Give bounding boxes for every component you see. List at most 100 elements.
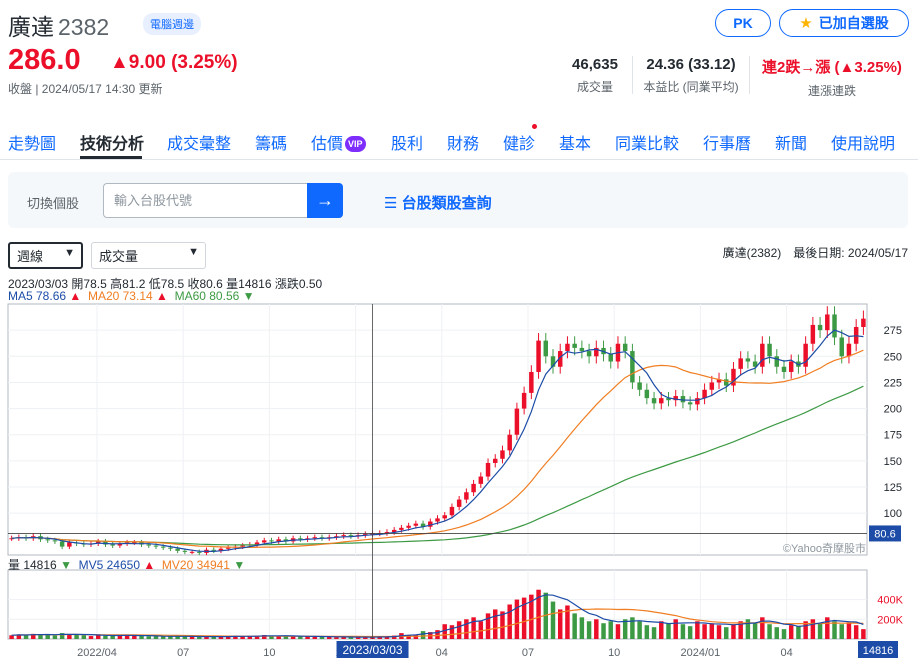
stock-search-input[interactable]: [103, 183, 308, 218]
tab-health[interactable]: 健診: [503, 136, 536, 153]
ma20-arrow: ▲: [156, 289, 168, 303]
x-tick-label: 04: [780, 647, 792, 659]
candle-body: [478, 476, 484, 484]
volume-bar: [630, 617, 635, 639]
tab-trend[interactable]: 走勢圖: [8, 136, 57, 153]
candle-body: [189, 551, 195, 553]
stat-value: 24.36 (33.12): [646, 56, 736, 73]
volume-bar: [384, 636, 390, 639]
period-select[interactable]: 週線 ▼: [8, 242, 83, 269]
tab-help[interactable]: 使用說明: [831, 136, 896, 153]
current-price: 286.0: [8, 44, 81, 76]
volume-bar: [817, 623, 823, 639]
cursor-volume-badge: 14816: [863, 645, 894, 657]
tab-peers[interactable]: 同業比較: [615, 136, 680, 153]
y-tick-label: 125: [884, 482, 902, 494]
candle-body: [464, 492, 469, 500]
candle-body: [500, 450, 505, 459]
x-tick-label: 2022/04: [77, 647, 117, 659]
tab-chips[interactable]: 籌碼: [255, 136, 288, 153]
ma5-line: [11, 329, 864, 552]
candle-body: [348, 535, 354, 537]
candle-body: [839, 337, 844, 357]
volume-bars: [9, 589, 866, 639]
add-watchlist-button[interactable]: ★ 已加自選股: [779, 9, 909, 37]
indicator-select[interactable]: 成交量 ▼: [91, 242, 206, 269]
volume-bar: [803, 621, 808, 639]
candle-body: [586, 351, 592, 357]
volume-bar: [485, 613, 491, 639]
cursor-price-badge: 80.6: [874, 528, 895, 540]
arrow-right-icon: →: [316, 190, 334, 210]
volume-bar: [745, 619, 751, 639]
volume-bar: [781, 629, 787, 639]
candle-body: [644, 389, 650, 399]
volume-bar: [637, 621, 642, 639]
industry-tag[interactable]: 電腦週邊: [143, 13, 201, 35]
tab-calendar[interactable]: 行事曆: [703, 136, 752, 153]
candle-body: [442, 515, 447, 519]
latest-date-info: 廣達(2382) 最後日期: 2024/05/17: [722, 246, 908, 260]
volume-bar: [204, 636, 209, 639]
y-tick-label: 250: [884, 351, 902, 363]
tab-valuation[interactable]: 估價 VIP: [311, 130, 366, 154]
stock-tabs: 走勢圖 技術分析 成交彙整 籌碼 估價 VIP 股利 財務 健診 基本 同業比較 …: [0, 122, 918, 160]
mv20-arrow: ▼: [233, 558, 246, 572]
volume-bar: [16, 634, 22, 639]
tab-news[interactable]: 新聞: [775, 136, 808, 153]
x-tick-label: 2024/01: [681, 647, 721, 659]
volume-bar: [456, 621, 462, 639]
volume-bar: [254, 635, 260, 639]
candle-body: [254, 542, 260, 545]
candle-body: [471, 483, 476, 493]
category-query-label: 台股類股查詢: [401, 195, 492, 212]
candle-body: [666, 398, 671, 401]
volume-bar: [449, 625, 455, 639]
volume-bar: [363, 637, 368, 639]
volume-bar: [608, 621, 613, 639]
candle-body: [110, 544, 115, 546]
stat-label: 連漲連跌: [807, 84, 856, 98]
volume-bar: [298, 636, 303, 639]
volume-bar: [247, 636, 253, 639]
volume-bar: [153, 636, 159, 639]
candle-body: [760, 343, 765, 367]
mv20-line: [11, 608, 864, 638]
volume-bar: [319, 636, 325, 639]
volume-bar: [695, 621, 700, 639]
volume-bar: [507, 604, 512, 639]
candle-body: [752, 361, 758, 367]
star-icon: ★: [799, 15, 813, 32]
search-submit-button[interactable]: →: [307, 183, 343, 218]
candle-body: [449, 506, 455, 516]
volume-bar: [233, 636, 238, 639]
tab-technical[interactable]: 技術分析: [80, 136, 145, 153]
candle-body: [594, 347, 599, 357]
candle-body: [608, 354, 613, 362]
tab-finance[interactable]: 財務: [447, 136, 480, 153]
candle-body: [52, 540, 58, 542]
volume-bar: [38, 634, 43, 639]
volume-bar: [796, 626, 801, 639]
volume-bar: [95, 634, 101, 639]
tab-dividend[interactable]: 股利: [391, 136, 424, 153]
volume-bar: [211, 636, 216, 639]
candle-body: [420, 523, 426, 527]
volume-bar: [225, 636, 231, 639]
volume-bar: [825, 617, 830, 639]
list-icon: ☰: [384, 195, 402, 212]
volume-bar: [601, 623, 606, 639]
category-query-link[interactable]: ☰ 台股類股查詢: [384, 192, 492, 213]
tab-valuation-label: 估價: [311, 136, 344, 153]
tab-trades[interactable]: 成交彙整: [167, 136, 232, 153]
volume-bar: [673, 619, 678, 639]
volume-bar: [197, 637, 202, 639]
pk-button[interactable]: PK: [715, 9, 771, 37]
tab-basic[interactable]: 基本: [559, 136, 592, 153]
stat-label: 成交量: [576, 80, 613, 94]
candle-body: [695, 398, 700, 405]
volume-bar: [586, 621, 592, 639]
candle-body: [810, 324, 816, 344]
volume-bar: [702, 624, 707, 639]
